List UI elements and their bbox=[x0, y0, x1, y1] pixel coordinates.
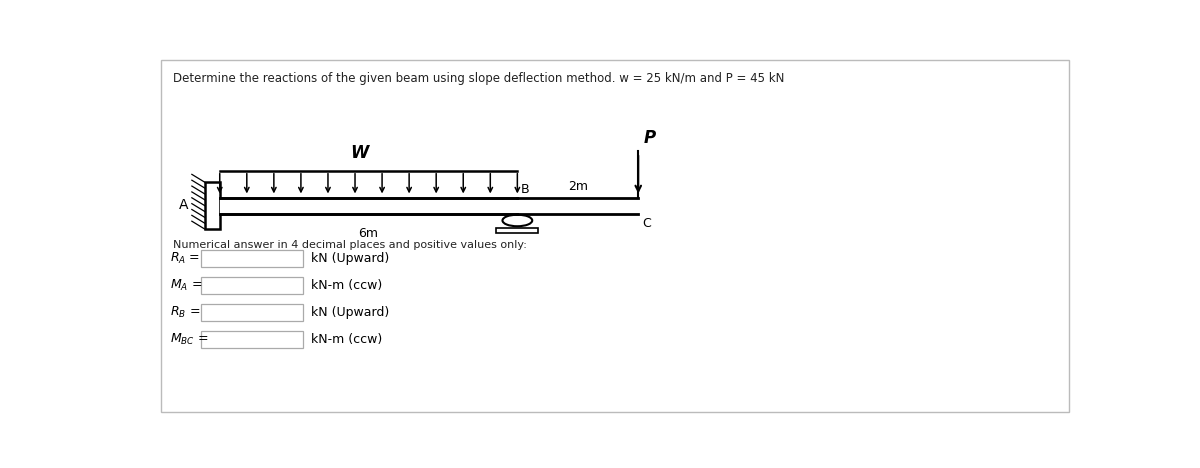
Text: kN (Upward): kN (Upward) bbox=[311, 252, 389, 265]
Text: W: W bbox=[350, 144, 368, 162]
Text: 6m: 6m bbox=[359, 227, 378, 241]
Text: kN-m (ccw): kN-m (ccw) bbox=[311, 279, 382, 292]
Text: $R_{A}$ =: $R_{A}$ = bbox=[170, 251, 200, 266]
Text: C: C bbox=[642, 217, 650, 229]
Text: kN (Upward): kN (Upward) bbox=[311, 306, 389, 319]
Bar bbox=[202, 277, 304, 294]
Text: $R_{B}$ =: $R_{B}$ = bbox=[170, 305, 200, 320]
Text: Determine the reactions of the given beam using slope deflection method. w = 25 : Determine the reactions of the given bea… bbox=[173, 73, 785, 85]
Bar bbox=[205, 183, 220, 229]
Text: B: B bbox=[521, 183, 529, 196]
Bar bbox=[497, 228, 539, 233]
Text: Numerical answer in 4 decimal places and positive values only:: Numerical answer in 4 decimal places and… bbox=[173, 240, 527, 250]
Text: $M_{A}$ =: $M_{A}$ = bbox=[170, 278, 203, 293]
Bar bbox=[202, 331, 304, 348]
Text: $M_{BC}$ =: $M_{BC}$ = bbox=[170, 332, 209, 347]
Text: P: P bbox=[644, 129, 656, 147]
Bar bbox=[202, 304, 304, 321]
Text: A: A bbox=[179, 198, 188, 212]
Text: 2m: 2m bbox=[568, 181, 588, 193]
Bar bbox=[220, 198, 517, 213]
Bar bbox=[202, 249, 304, 267]
Text: kN-m (ccw): kN-m (ccw) bbox=[311, 333, 382, 346]
